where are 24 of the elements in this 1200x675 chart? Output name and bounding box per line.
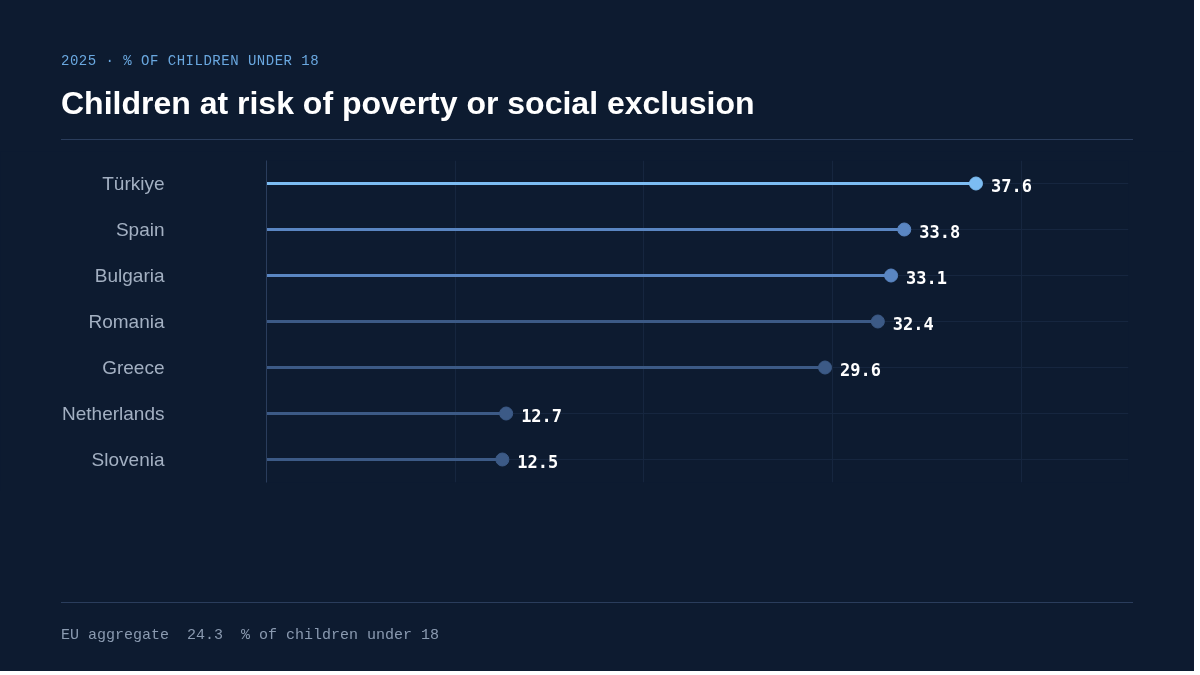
data-label: 33.1	[906, 268, 948, 288]
data-label: 12.5	[517, 452, 559, 472]
y-tick-label: Bulgaria	[94, 265, 165, 286]
point	[818, 360, 833, 375]
y-tick-label: Türkiye	[102, 173, 165, 194]
data-label: 37.6	[990, 176, 1032, 196]
y-tick-label: Slovenia	[91, 449, 165, 470]
text: EU aggregate 24.3 % of children under 18	[61, 626, 441, 646]
point	[499, 406, 514, 421]
point	[968, 176, 983, 191]
point	[897, 222, 912, 237]
point	[495, 452, 510, 467]
chart-title: Children at risk of poverty or social exclusion	[61, 84, 756, 123]
y-tick-label: Spain	[115, 219, 165, 240]
data-label: 29.6	[840, 360, 881, 380]
text: 2025 · % OF CHILDREN UNDER 18	[61, 52, 321, 71]
point	[870, 314, 885, 329]
y-tick-label: Greece	[102, 357, 165, 378]
data-label: 32.4	[892, 314, 934, 334]
point	[884, 268, 899, 283]
data-label: 12.7	[521, 406, 563, 426]
y-tick-label: Romania	[88, 311, 165, 332]
data-label: 33.8	[919, 222, 961, 242]
y-tick-label: Netherlands	[62, 403, 165, 424]
